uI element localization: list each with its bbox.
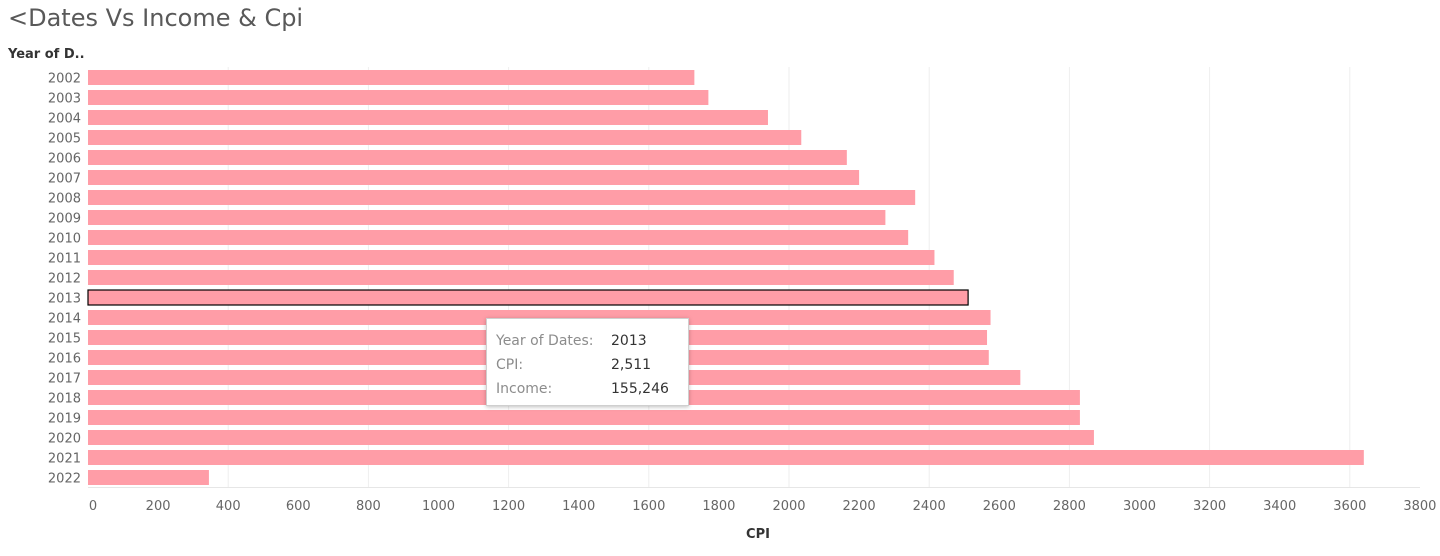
bar-2002[interactable] xyxy=(88,70,695,85)
x-tick-label-3200: 3200 xyxy=(1193,499,1226,514)
y-tick-labels: 2002 2003 2004 2005 2006 2007 2008 2009 2010 2011… xyxy=(48,72,81,487)
y-tick-label-2004[interactable]: 2004 xyxy=(48,112,81,127)
y-tick-label-2019[interactable]: 2019 xyxy=(48,412,81,427)
y-tick-label-2022[interactable]: 2022 xyxy=(48,472,81,487)
y-tick-label-2020[interactable]: 2020 xyxy=(48,432,81,447)
bar-2004[interactable] xyxy=(88,110,768,125)
bar-2013[interactable] xyxy=(87,289,969,306)
y-tick-label-2018[interactable]: 2018 xyxy=(48,392,81,407)
x-tick-label-1200: 1200 xyxy=(492,499,525,514)
tooltip-value: 2,511 xyxy=(611,357,652,373)
tooltip-value: 155,246 xyxy=(611,381,669,397)
x-axis-title: CPI xyxy=(746,527,770,542)
x-tick-label-800: 800 xyxy=(356,499,381,514)
y-tick-label-2003[interactable]: 2003 xyxy=(48,92,81,107)
x-tick-label-2600: 2600 xyxy=(983,499,1016,514)
y-tick-label-2013[interactable]: 2013 xyxy=(48,292,81,307)
tooltip-label: Year of Dates: xyxy=(496,333,594,349)
bar-2006[interactable] xyxy=(88,150,847,165)
bar-2012[interactable] xyxy=(88,270,954,285)
tooltip-row-cpi: CPI: 2,511 xyxy=(496,353,680,377)
tooltip-value: 2013 xyxy=(611,333,647,349)
x-tick-label-200: 200 xyxy=(146,499,171,514)
y-tick-label-2011[interactable]: 2011 xyxy=(48,252,81,267)
bar-2003[interactable] xyxy=(88,90,709,105)
x-tick-label-0: 0 xyxy=(89,499,97,514)
x-tick-label-2200: 2200 xyxy=(843,499,876,514)
y-tick-label-2006[interactable]: 2006 xyxy=(48,152,81,167)
bar-2008[interactable] xyxy=(88,190,916,205)
bars xyxy=(87,70,1364,485)
tooltip-row-year: Year of Dates: 2013 xyxy=(496,329,680,353)
bar-2022[interactable] xyxy=(88,470,209,485)
tooltip-label: CPI: xyxy=(496,357,524,373)
y-tick-label-2015[interactable]: 2015 xyxy=(48,332,81,347)
bar-2007[interactable] xyxy=(88,170,860,185)
x-tick-label-3400: 3400 xyxy=(1263,499,1296,514)
tooltip-label: Income: xyxy=(496,381,553,397)
y-tick-label-2005[interactable]: 2005 xyxy=(48,132,81,147)
bar-2011[interactable] xyxy=(88,250,935,265)
bar-2010[interactable] xyxy=(88,230,909,245)
x-tick-label-600: 600 xyxy=(286,499,311,514)
bar-2020[interactable] xyxy=(88,430,1094,445)
tooltip-row-income: Income: 155,246 xyxy=(496,377,680,401)
x-tick-labels: 0 200 400 600 800 1000 1200 1400 1600 1800 2000 220… xyxy=(89,499,1437,514)
x-tick-label-1800: 1800 xyxy=(702,499,735,514)
bar-2005[interactable] xyxy=(88,130,802,145)
y-tick-label-2007[interactable]: 2007 xyxy=(48,172,81,187)
y-tick-label-2017[interactable]: 2017 xyxy=(48,372,81,387)
x-tick-label-1600: 1600 xyxy=(632,499,665,514)
x-tick-label-3800: 3800 xyxy=(1403,499,1436,514)
y-tick-label-2008[interactable]: 2008 xyxy=(48,192,81,207)
y-tick-label-2009[interactable]: 2009 xyxy=(48,212,81,227)
y-tick-label-2012[interactable]: 2012 xyxy=(48,272,81,287)
y-tick-label-2016[interactable]: 2016 xyxy=(48,352,81,367)
x-tick-label-1400: 1400 xyxy=(562,499,595,514)
x-tick-label-400: 400 xyxy=(216,499,241,514)
y-tick-label-2021[interactable]: 2021 xyxy=(48,452,81,467)
x-tick-label-1000: 1000 xyxy=(422,499,455,514)
y-tick-label-2014[interactable]: 2014 xyxy=(48,312,81,327)
bar-2014[interactable] xyxy=(88,310,991,325)
bar-2009[interactable] xyxy=(88,210,886,225)
y-tick-label-2010[interactable]: 2010 xyxy=(48,232,81,247)
page-title: <Dates Vs Income & Cpi xyxy=(8,4,304,32)
y-tick-label-2002[interactable]: 2002 xyxy=(48,72,81,87)
y-axis-header[interactable]: Year of D.. xyxy=(8,47,85,62)
x-tick-label-3600: 3600 xyxy=(1333,499,1366,514)
x-tick-label-3000: 3000 xyxy=(1123,499,1156,514)
tooltip: Year of Dates: 2013 CPI: 2,511 Income: 1… xyxy=(486,318,689,406)
x-tick-label-2000: 2000 xyxy=(772,499,805,514)
x-tick-label-2400: 2400 xyxy=(913,499,946,514)
x-tick-label-2800: 2800 xyxy=(1053,499,1086,514)
bar-2019[interactable] xyxy=(88,410,1080,425)
bar-2021[interactable] xyxy=(88,450,1364,465)
